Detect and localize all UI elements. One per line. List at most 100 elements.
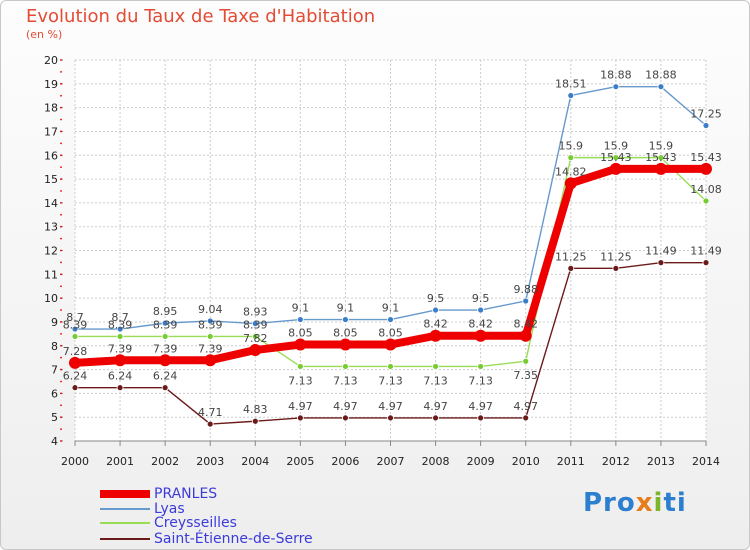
data-point-creysseilles: [657, 154, 665, 162]
data-point-pranles: [429, 329, 442, 342]
x-tick-label: 2012: [602, 455, 630, 468]
axis-marker-dot: [60, 225, 62, 228]
data-point-lyas: [387, 316, 394, 323]
data-label-creysseilles: 7.13: [288, 374, 313, 387]
legend-swatch-lyas: [100, 508, 150, 510]
y-tick-label: 17: [44, 125, 58, 138]
axis-marker-dot: [60, 71, 62, 73]
axis-marker-dot: [60, 166, 62, 169]
data-point-saint-tienne-de-serre: [477, 414, 485, 422]
data-point-creysseilles: [342, 363, 349, 370]
data-label-creysseilles: 7.13: [423, 374, 448, 387]
data-label-lyas: 9.5: [472, 292, 490, 305]
data-label-lyas: 9.1: [382, 302, 400, 315]
data-label-creysseilles: 7.35: [513, 369, 538, 382]
data-point-creysseilles: [567, 154, 575, 162]
legend-label-saint-etienne-de-serre: Saint-Étienne-de-Serre: [154, 531, 313, 547]
data-label-pranles: 15.43: [600, 151, 632, 164]
data-label-creysseilles: 15.9: [649, 140, 674, 153]
axis-marker-dot: [60, 154, 62, 157]
data-label-lyas: 8.7: [66, 311, 84, 324]
y-tick-label: 12: [44, 245, 58, 258]
axis-marker-dot: [60, 321, 62, 323]
data-point-lyas: [71, 325, 79, 333]
data-point-creysseilles: [71, 333, 79, 340]
y-tick-label: 14: [44, 197, 58, 210]
data-label-creysseilles: 15.9: [559, 140, 584, 153]
data-label-lyas: 9.04: [198, 303, 223, 316]
data-point-lyas: [522, 297, 530, 305]
data-label-pranles: 15.43: [645, 151, 677, 164]
unit-label: (en %): [26, 28, 63, 41]
data-point-pranles: [294, 338, 307, 351]
x-tick-label: 2002: [151, 455, 179, 468]
data-point-creysseilles: [206, 333, 214, 340]
data-label-saint-tienne-de-serre: 4.71: [198, 406, 223, 419]
data-point-pranles: [114, 354, 127, 367]
data-label-creysseilles: 8.39: [153, 318, 178, 331]
data-point-lyas: [612, 83, 620, 91]
y-tick-label: 10: [44, 292, 58, 305]
data-point-saint-tienne-de-serre: [657, 259, 665, 267]
data-point-saint-tienne-de-serre: [251, 417, 259, 425]
legend-swatch-saint-etienne-de-serre: [100, 538, 150, 540]
x-tick-label: 2007: [377, 455, 405, 468]
x-tick-label: 2011: [557, 455, 585, 468]
data-label-saint-tienne-de-serre: 6.24: [153, 370, 178, 383]
legend-label-creysseilles: Creysseilles: [154, 515, 237, 531]
data-label-saint-tienne-de-serre: 4.97: [468, 400, 493, 413]
legend-label-pranles: PRANLES: [154, 486, 218, 502]
data-point-pranles: [159, 354, 172, 367]
data-label-saint-tienne-de-serre: 6.24: [63, 370, 88, 383]
axis-marker-dot: [60, 332, 62, 335]
data-point-lyas: [206, 317, 214, 325]
x-tick-label: 2009: [467, 455, 495, 468]
data-label-creysseilles: 8.39: [198, 318, 223, 331]
y-tick-label: 8: [51, 340, 58, 353]
legend-swatch-creysseilles: [100, 522, 150, 524]
data-label-lyas: 18.51: [555, 77, 587, 90]
data-label-pranles: 8.42: [468, 318, 493, 331]
y-tick-label: 15: [44, 173, 58, 186]
y-tick-label: 4: [51, 435, 58, 448]
x-tick-label: 2014: [692, 455, 720, 468]
data-label-pranles: 8.42: [423, 318, 448, 331]
data-point-saint-tienne-de-serre: [161, 384, 169, 392]
axis-marker-dot: [60, 130, 62, 133]
data-point-lyas: [477, 306, 485, 314]
y-tick-label: 19: [44, 78, 58, 91]
data-point-saint-tienne-de-serre: [206, 420, 214, 428]
y-tick-label: 9: [51, 316, 58, 329]
data-point-saint-tienne-de-serre: [612, 264, 620, 272]
axis-marker-dot: [60, 213, 62, 216]
data-label-saint-tienne-de-serre: 11.49: [690, 245, 722, 258]
chart-title: Evolution du Taux de Taxe d'Habitation: [26, 6, 376, 27]
data-label-creysseilles: 7.13: [378, 374, 403, 387]
data-point-saint-tienne-de-serre: [296, 414, 304, 422]
data-point-saint-tienne-de-serre: [71, 384, 79, 392]
data-label-lyas: 9.1: [337, 302, 355, 315]
data-point-lyas: [702, 122, 710, 129]
data-point-saint-tienne-de-serre: [567, 264, 575, 272]
data-label-lyas: 18.88: [645, 69, 677, 82]
axis-marker-dot: [60, 344, 62, 347]
data-label-creysseilles: 7.13: [468, 374, 493, 387]
data-point-creysseilles: [702, 197, 710, 205]
data-point-lyas: [567, 92, 575, 99]
legend-item-creysseilles: Creysseilles: [100, 514, 237, 532]
data-label-saint-tienne-de-serre: 4.97: [333, 400, 358, 413]
data-point-creysseilles: [296, 363, 304, 370]
axis-marker-dot: [60, 428, 62, 430]
data-label-saint-tienne-de-serre: 11.49: [645, 245, 677, 258]
axis-marker-dot: [60, 392, 62, 395]
data-label-saint-tienne-de-serre: 11.25: [555, 250, 587, 263]
data-label-saint-tienne-de-serre: 6.24: [108, 370, 133, 383]
legend-item-saint-etienne-de-serre: Saint-Étienne-de-Serre: [100, 530, 313, 548]
axis-marker-dot: [60, 297, 62, 300]
data-label-saint-tienne-de-serre: 4.97: [423, 400, 448, 413]
data-point-pranles: [249, 344, 262, 357]
axis-marker-dot: [60, 178, 62, 180]
y-tick-label: 11: [44, 268, 58, 281]
y-tick-label: 7: [51, 364, 58, 377]
data-point-lyas: [116, 325, 124, 333]
